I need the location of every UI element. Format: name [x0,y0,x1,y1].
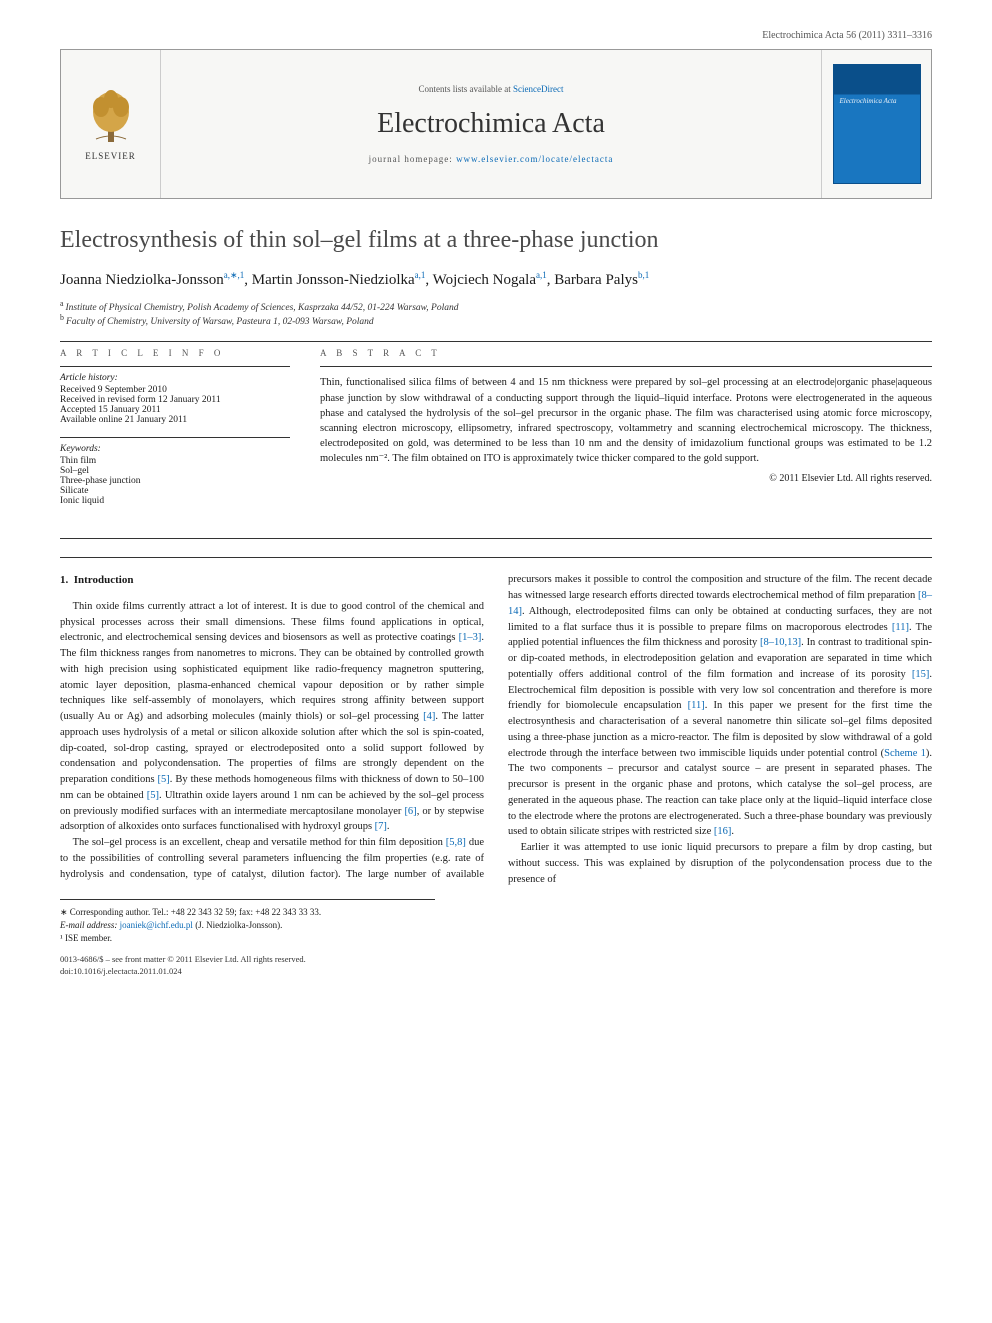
sciencedirect-link[interactable]: ScienceDirect [513,84,563,94]
body-paragraph: Thin oxide films currently attract a lot… [60,599,484,835]
citation-link[interactable]: [15] [912,669,930,680]
elsevier-tree-icon [86,87,136,147]
article-body: 1. Introduction Thin oxide films current… [60,557,932,887]
citation-link[interactable]: [11] [688,700,705,711]
keyword: Sol–gel [60,466,290,476]
journal-homepage-line: journal homepage: www.elsevier.com/locat… [369,154,614,164]
publisher-logo-box: ELSEVIER [61,50,161,198]
keyword: Thin film [60,456,290,466]
publisher-name: ELSEVIER [85,151,136,161]
author-affil-link[interactable]: a,1 [415,270,426,280]
citation-link[interactable]: [11] [892,622,909,633]
cover-thumb-box: Electrochimica Acta [821,50,931,198]
cover-thumb-title: Electrochimica Acta [840,97,914,105]
citation-link[interactable]: [5] [158,774,170,785]
abstract-heading: A B S T R A C T [320,348,932,358]
history-item: Received in revised form 12 January 2011 [60,395,290,405]
doi-line: doi:10.1016/j.electacta.2011.01.024 [60,966,932,977]
abstract-column: A B S T R A C T Thin, functionalised sil… [320,348,932,518]
journal-cover-thumbnail: Electrochimica Acta [833,64,921,184]
article-info-heading: A R T I C L E I N F O [60,348,290,358]
citation-link[interactable]: [16] [714,826,732,837]
corresponding-author-note: ∗ Corresponding author. Tel.: +48 22 343… [60,906,435,919]
citation-link[interactable]: [8–14] [508,590,932,617]
affiliation: aInstitute of Physical Chemistry, Polish… [60,299,932,313]
email-line: E-mail address: joaniek@ichf.edu.pl (J. … [60,919,435,932]
info-abstract-row: A R T I C L E I N F O Article history: R… [60,348,932,518]
keywords-label: Keywords: [60,444,290,454]
article-info-column: A R T I C L E I N F O Article history: R… [60,348,290,518]
author-email-link[interactable]: joaniek@ichf.edu.pl [120,920,193,930]
author: Barbara Palysb,1 [554,272,649,288]
history-item: Available online 21 January 2011 [60,415,290,425]
author: Martin Jonsson-Niedziolkaa,1 [252,272,426,288]
email-person: (J. Niedziolka-Jonsson). [195,920,282,930]
citation-link[interactable]: [4] [423,711,435,722]
scheme-link[interactable]: Scheme 1 [884,748,926,759]
journal-masthead: ELSEVIER Contents lists available at Sci… [60,49,932,199]
article-history-block: Article history: Received 9 September 20… [60,366,290,425]
body-paragraph: Earlier it was attempted to use ionic li… [508,840,932,887]
keyword: Ionic liquid [60,496,290,506]
abstract-copyright: © 2011 Elsevier Ltd. All rights reserved… [320,473,932,484]
affiliation: bFaculty of Chemistry, University of War… [60,313,932,327]
homepage-link[interactable]: www.elsevier.com/locate/electacta [456,154,613,164]
article-title: Electrosynthesis of thin sol–gel films a… [60,227,932,254]
front-matter-line: 0013-4686/$ – see front matter © 2011 El… [60,954,932,965]
divider [60,538,932,539]
abstract-text: Thin, functionalised silica films of bet… [320,366,932,466]
footnotes: ∗ Corresponding author. Tel.: +48 22 343… [60,899,435,944]
running-head: Electrochimica Acta 56 (2011) 3311–3316 [60,30,932,41]
keyword: Three-phase junction [60,476,290,486]
citation-link[interactable]: [5] [147,790,159,801]
citation-link[interactable]: [7] [375,821,387,832]
foot-matter: 0013-4686/$ – see front matter © 2011 El… [60,954,932,977]
email-label: E-mail address: [60,920,117,930]
author: Wojciech Nogalaa,1 [433,272,547,288]
history-item: Received 9 September 2010 [60,385,290,395]
ise-member-note: ¹ ISE member. [60,932,435,945]
author-affil-link[interactable]: b,1 [638,270,649,280]
keyword: Silicate [60,486,290,496]
author: Joanna Niedziolka-Jonssona,∗,1 [60,272,244,288]
divider [60,341,932,342]
history-item: Accepted 15 January 2011 [60,405,290,415]
masthead-center: Contents lists available at ScienceDirec… [161,50,821,198]
author-list: Joanna Niedziolka-Jonssona,∗,1, Martin J… [60,270,932,289]
section-heading: 1. Introduction [60,572,484,589]
author-affil-link[interactable]: a,∗,1 [224,270,245,280]
citation-link[interactable]: [8–10,13] [760,637,801,648]
author-affil-link[interactable]: a,1 [536,270,547,280]
contents-prefix: Contents lists available at [419,84,513,94]
citation-link[interactable]: [5,8] [446,837,466,848]
affiliation-list: aInstitute of Physical Chemistry, Polish… [60,299,932,327]
history-label: Article history: [60,373,290,383]
journal-name: Electrochimica Acta [377,108,605,140]
keywords-block: Keywords: Thin film Sol–gel Three-phase … [60,437,290,506]
contents-available-line: Contents lists available at ScienceDirec… [419,84,564,94]
homepage-prefix: journal homepage: [369,154,456,164]
citation-link[interactable]: [6] [404,806,416,817]
citation-link[interactable]: [1–3] [459,632,482,643]
